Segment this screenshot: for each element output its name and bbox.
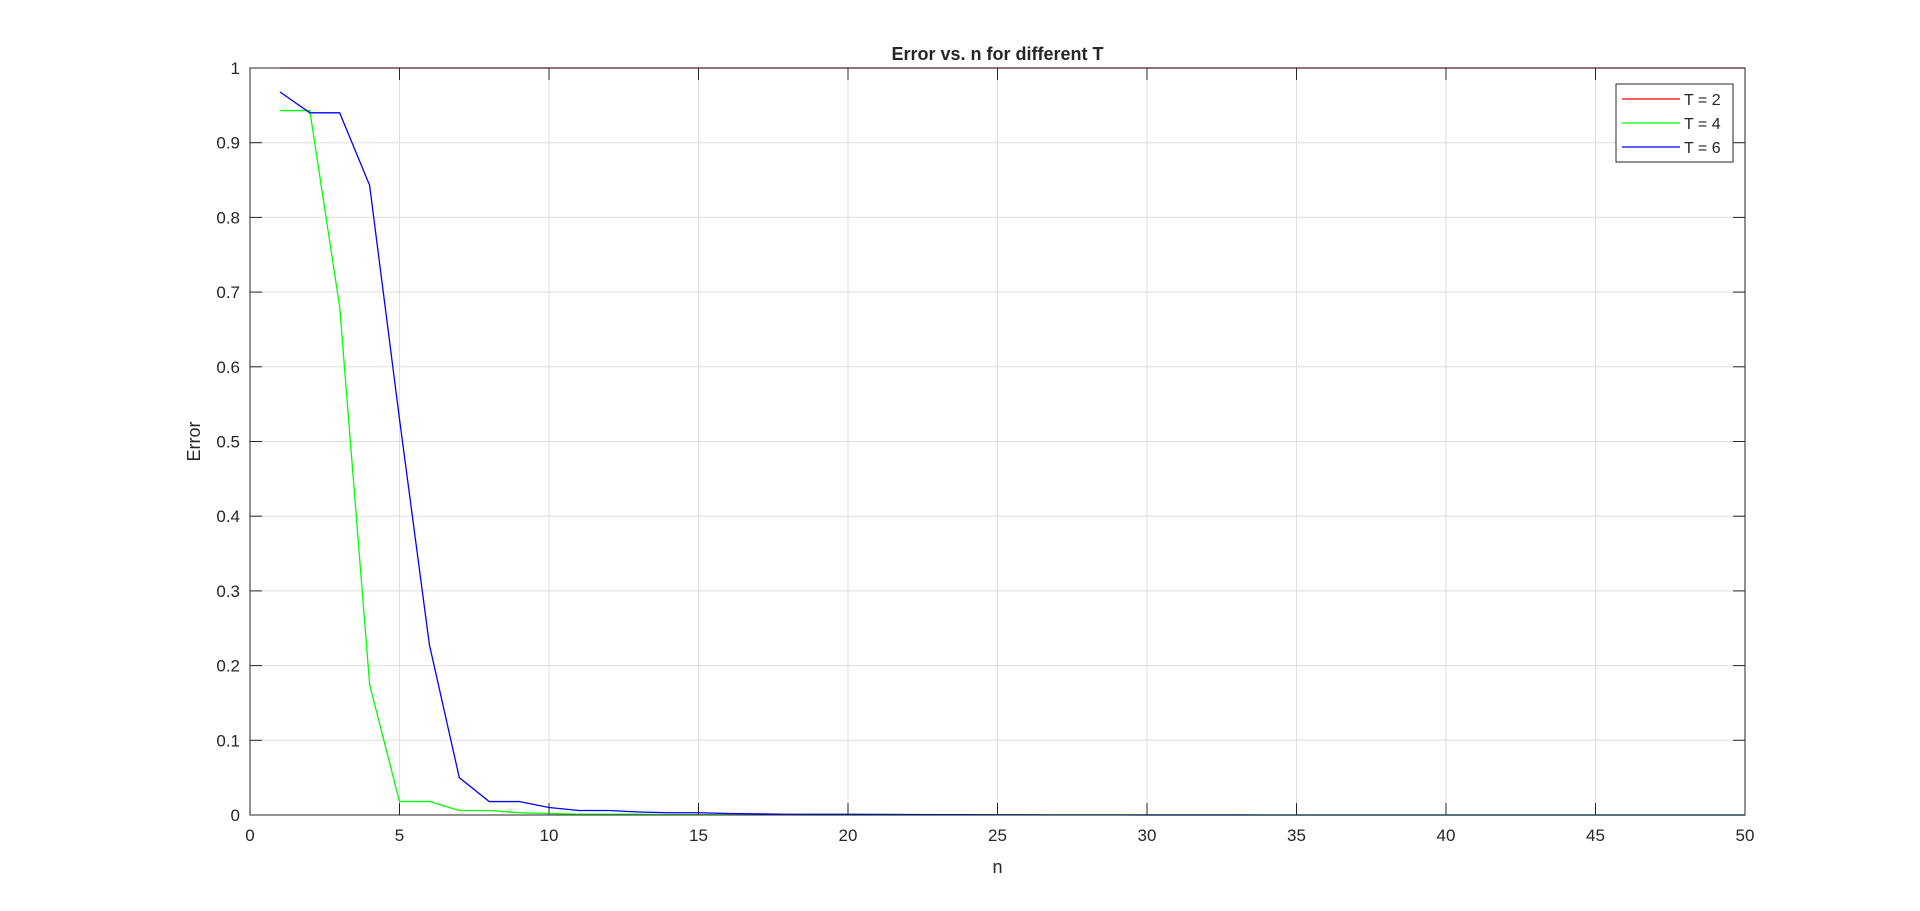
y-tick-label: 0.3 bbox=[216, 582, 240, 601]
x-tick-label: 25 bbox=[988, 826, 1007, 845]
legend-label: T = 4 bbox=[1684, 116, 1721, 133]
chart-title: Error vs. n for different T bbox=[891, 44, 1103, 64]
y-tick-label: 0.1 bbox=[216, 731, 240, 750]
x-tick-label: 50 bbox=[1736, 826, 1755, 845]
y-tick-label: 0.4 bbox=[216, 507, 240, 526]
x-tick-label: 0 bbox=[245, 826, 254, 845]
axis-ticks bbox=[249, 67, 1746, 816]
legend-label: T = 6 bbox=[1684, 140, 1721, 157]
legend-label: T = 2 bbox=[1684, 92, 1721, 109]
y-axis-label: Error bbox=[184, 421, 204, 461]
x-tick-label: 10 bbox=[540, 826, 559, 845]
y-tick-label: 0.5 bbox=[216, 433, 240, 452]
x-tick-label: 30 bbox=[1138, 826, 1157, 845]
x-tick-label: 20 bbox=[839, 826, 858, 845]
y-tick-label: 0 bbox=[231, 806, 240, 825]
y-tick-label: 0.8 bbox=[216, 208, 240, 227]
x-tick-label: 45 bbox=[1586, 826, 1605, 845]
grid-lines bbox=[250, 68, 1745, 815]
x-tick-label: 15 bbox=[689, 826, 708, 845]
x-tick-labels: 0 5 10 15 20 25 30 35 40 45 50 bbox=[245, 826, 1754, 845]
y-tick-label: 1 bbox=[231, 59, 240, 78]
y-tick-label: 0.2 bbox=[216, 657, 240, 676]
y-tick-label: 0.9 bbox=[216, 134, 240, 153]
x-axis-label: n bbox=[992, 857, 1002, 877]
y-tick-label: 0.7 bbox=[216, 283, 240, 302]
x-tick-label: 40 bbox=[1437, 826, 1456, 845]
x-tick-label: 35 bbox=[1287, 826, 1306, 845]
y-tick-labels: 0 0.1 0.2 0.3 0.4 0.5 0.6 0.7 0.8 0.9 1 bbox=[216, 59, 240, 825]
x-tick-label: 5 bbox=[395, 826, 404, 845]
y-tick-label: 0.6 bbox=[216, 358, 240, 377]
legend: T = 2 T = 4 T = 6 bbox=[1615, 83, 1734, 163]
